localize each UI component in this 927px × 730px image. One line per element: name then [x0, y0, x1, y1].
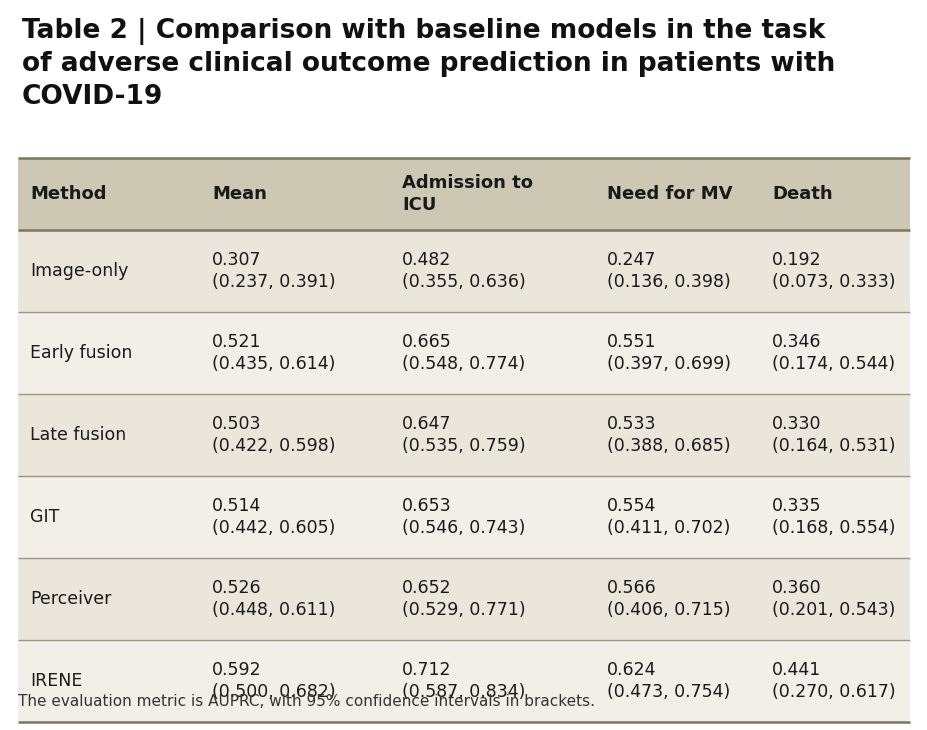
- Text: Method: Method: [30, 185, 107, 203]
- Text: Perceiver: Perceiver: [30, 590, 111, 608]
- Bar: [18, 476, 909, 558]
- Text: 0.346
(0.174, 0.544): 0.346 (0.174, 0.544): [771, 333, 895, 374]
- Text: 0.526
(0.448, 0.611): 0.526 (0.448, 0.611): [211, 579, 335, 620]
- Text: Death: Death: [771, 185, 832, 203]
- Text: 0.712
(0.587, 0.834): 0.712 (0.587, 0.834): [401, 661, 525, 702]
- Text: Early fusion: Early fusion: [30, 344, 133, 362]
- Text: 0.360
(0.201, 0.543): 0.360 (0.201, 0.543): [771, 579, 895, 620]
- Text: 0.652
(0.529, 0.771): 0.652 (0.529, 0.771): [401, 579, 525, 620]
- Bar: [18, 558, 909, 640]
- Text: 0.335
(0.168, 0.554): 0.335 (0.168, 0.554): [771, 496, 895, 537]
- Text: 0.521
(0.435, 0.614): 0.521 (0.435, 0.614): [211, 333, 335, 374]
- Text: 0.592
(0.500, 0.682): 0.592 (0.500, 0.682): [211, 661, 336, 702]
- Text: 0.624
(0.473, 0.754): 0.624 (0.473, 0.754): [606, 661, 730, 702]
- Text: 0.566
(0.406, 0.715): 0.566 (0.406, 0.715): [606, 579, 730, 620]
- Text: Need for MV: Need for MV: [606, 185, 731, 203]
- Text: 0.192
(0.073, 0.333): 0.192 (0.073, 0.333): [771, 250, 895, 291]
- Text: The evaluation metric is AUPRC, with 95% confidence intervals in brackets.: The evaluation metric is AUPRC, with 95%…: [18, 694, 594, 709]
- Text: 0.330
(0.164, 0.531): 0.330 (0.164, 0.531): [771, 415, 895, 456]
- Text: Mean: Mean: [211, 185, 267, 203]
- Text: 0.503
(0.422, 0.598): 0.503 (0.422, 0.598): [211, 415, 336, 456]
- Bar: [18, 230, 909, 312]
- Text: 0.482
(0.355, 0.636): 0.482 (0.355, 0.636): [401, 250, 526, 291]
- Bar: [18, 394, 909, 476]
- Bar: [18, 312, 909, 394]
- Text: GIT: GIT: [30, 508, 59, 526]
- Text: 0.551
(0.397, 0.699): 0.551 (0.397, 0.699): [606, 333, 730, 374]
- Bar: [18, 640, 909, 722]
- Text: 0.647
(0.535, 0.759): 0.647 (0.535, 0.759): [401, 415, 525, 456]
- Text: IRENE: IRENE: [30, 672, 83, 690]
- Text: 0.554
(0.411, 0.702): 0.554 (0.411, 0.702): [606, 496, 730, 537]
- Text: Table 2 | Comparison with baseline models in the task
of adverse clinical outcom: Table 2 | Comparison with baseline model…: [22, 18, 834, 110]
- Text: 0.441
(0.270, 0.617): 0.441 (0.270, 0.617): [771, 661, 895, 702]
- Text: 0.533
(0.388, 0.685): 0.533 (0.388, 0.685): [606, 415, 730, 456]
- Text: Admission to
ICU: Admission to ICU: [401, 174, 532, 214]
- Text: 0.665
(0.548, 0.774): 0.665 (0.548, 0.774): [401, 333, 525, 374]
- Text: 0.247
(0.136, 0.398): 0.247 (0.136, 0.398): [606, 250, 730, 291]
- Text: 0.307
(0.237, 0.391): 0.307 (0.237, 0.391): [211, 250, 336, 291]
- Text: 0.653
(0.546, 0.743): 0.653 (0.546, 0.743): [401, 496, 525, 537]
- Text: Late fusion: Late fusion: [30, 426, 126, 444]
- Text: Image-only: Image-only: [30, 262, 128, 280]
- Text: 0.514
(0.442, 0.605): 0.514 (0.442, 0.605): [211, 496, 335, 537]
- Bar: [18, 158, 909, 230]
